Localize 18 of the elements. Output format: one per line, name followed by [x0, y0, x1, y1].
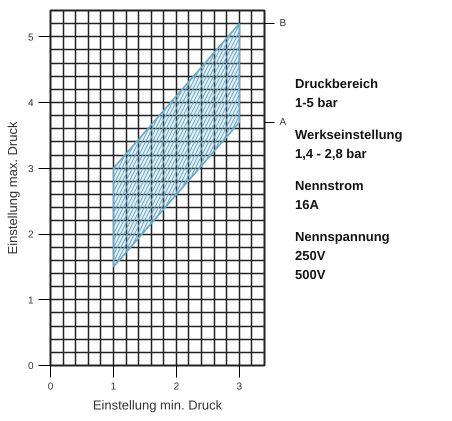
- text: Druckbereich 1-5 bar: [295, 76, 378, 110]
- y-tick-label: 3: [28, 164, 34, 175]
- x-tick-label: 3: [236, 382, 243, 392]
- y-tick-label: 0: [28, 361, 34, 372]
- y-axis-title: Einstellung max. Druck: [4, 121, 20, 254]
- text: B: [280, 18, 286, 30]
- text: Nennspannung 250V 500V: [295, 229, 390, 282]
- y-tick-label: 1: [28, 295, 34, 306]
- text: Nennstrom 16A: [295, 178, 364, 212]
- y-tick-label: 4: [28, 98, 34, 110]
- x-tick-label: 2: [174, 382, 180, 392]
- x-axis-title: Einstellung min. Druck: [92, 398, 223, 412]
- x-tick-label: 0: [48, 382, 54, 392]
- text: Werkseinstellung 1,4 - 2,8 bar: [295, 127, 402, 161]
- x-tick-label: 1: [110, 382, 117, 392]
- text: A: [280, 116, 286, 128]
- y-tick-label: 2: [28, 230, 34, 241]
- y-tick-label: 5: [28, 32, 34, 44]
